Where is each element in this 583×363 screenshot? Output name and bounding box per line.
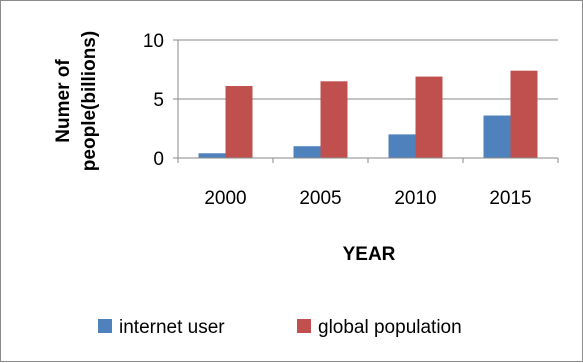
legend: internet user global population	[98, 317, 462, 338]
axes	[173, 39, 559, 163]
bar-global-population-2010	[415, 76, 443, 158]
y-tick-label-10: 10	[143, 31, 164, 52]
x-tick-label-2015: 2015	[489, 188, 531, 209]
bar-global-population-2000	[225, 86, 253, 158]
y-axis-title-line-2: people(billions)	[79, 31, 100, 171]
bar-internet-user-2010	[388, 134, 416, 158]
x-tick-labels: 2000 2005 2010 2015	[204, 188, 531, 209]
x-tick-label-2000: 2000	[204, 188, 246, 209]
legend-label-global-population: global population	[318, 317, 462, 338]
bar-internet-user-2000	[198, 153, 226, 158]
y-tick-labels: 0 5 10	[143, 31, 164, 170]
y-axis-title-line-1: Numer of	[53, 59, 74, 143]
bars	[198, 70, 538, 158]
bar-internet-user-2005	[293, 146, 321, 158]
y-axis-title: Numer of people(billions)	[53, 31, 100, 171]
y-tick-label-0: 0	[153, 149, 164, 170]
x-axis-title: YEAR	[343, 244, 396, 265]
bar-internet-user-2015	[483, 115, 511, 158]
y-tick-label-5: 5	[153, 90, 164, 111]
bar-global-population-2005	[320, 81, 348, 158]
x-tick-label-2005: 2005	[299, 188, 341, 209]
x-tick-label-2010: 2010	[394, 188, 436, 209]
bar-global-population-2015	[510, 70, 538, 158]
legend-swatch-internet-user	[98, 319, 112, 333]
legend-label-internet-user: internet user	[119, 317, 225, 338]
legend-swatch-global-population	[297, 319, 311, 333]
